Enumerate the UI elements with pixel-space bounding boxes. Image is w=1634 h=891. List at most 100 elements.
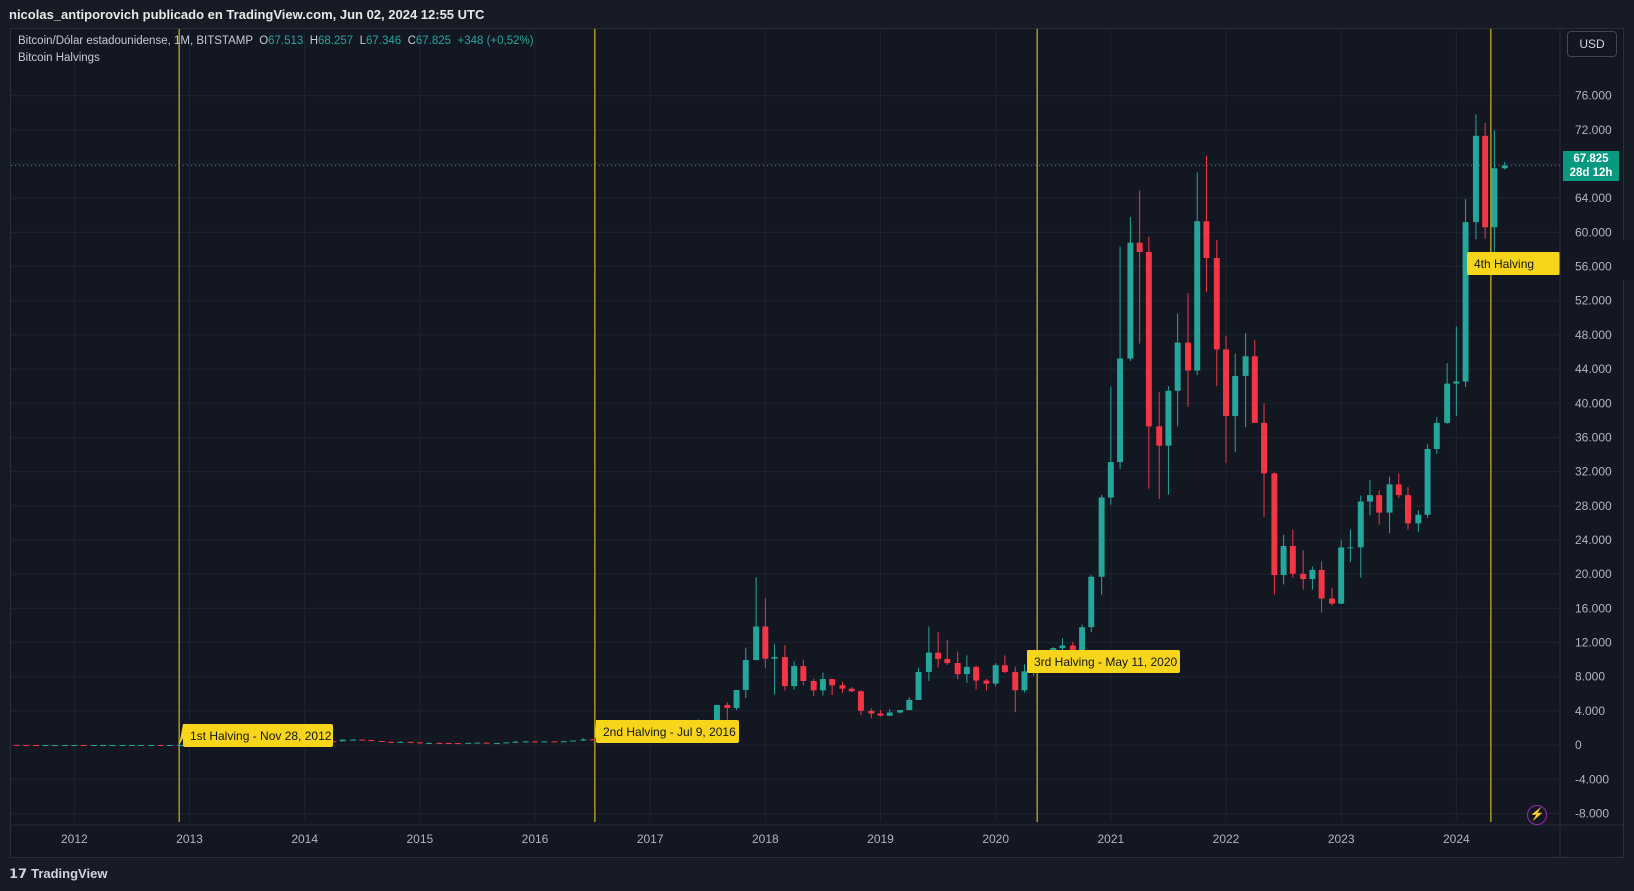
y-tick-label: 76.000 [1575, 89, 1612, 103]
close-value: 67.825 [415, 35, 452, 47]
candle-body [800, 666, 807, 681]
candle-body [1472, 135, 1479, 223]
candle-body [1117, 358, 1124, 463]
candle-body [71, 745, 78, 747]
candle-body [359, 739, 366, 741]
candle-body [33, 745, 40, 747]
candle-body [570, 740, 576, 742]
halving-label: 1st Halving - Nov 28, 2012 [190, 729, 332, 743]
axis-mask [1560, 240, 1634, 280]
chart-frame[interactable] [10, 28, 1624, 858]
candle-body [1444, 383, 1451, 423]
candle-body [1088, 576, 1095, 628]
candle-body [90, 745, 97, 747]
candle-body [454, 743, 461, 745]
candle-body [1185, 342, 1191, 371]
indicator-legend[interactable]: Bitcoin Halvings [18, 52, 100, 64]
candle-body [1079, 627, 1086, 653]
publisher-bar: nicolas_antiporovich publicado en Tradin… [0, 0, 1634, 28]
symbol-legend: Bitcoin/Dólar estadounidense, 1M, BITSTA… [18, 35, 534, 47]
symbol-name: Bitcoin/Dólar estadounidense, 1M, BITSTA… [18, 35, 253, 47]
candle-body [62, 745, 69, 747]
lightning-icon[interactable]: ⚡ [1527, 805, 1547, 825]
candle-body [1203, 221, 1210, 258]
candle-body [897, 710, 904, 713]
candle-body [1251, 356, 1258, 423]
candle-body [1098, 497, 1105, 577]
candle-body [810, 681, 817, 691]
x-tick-label: 2015 [406, 832, 433, 846]
candle-body [1424, 448, 1431, 515]
x-tick-label: 2013 [176, 832, 203, 846]
currency-button[interactable]: USD [1567, 31, 1617, 57]
candle-body [1300, 573, 1307, 580]
candle-body [1145, 252, 1152, 427]
footer-brand[interactable]: 𝟭𝟳 TradingView [9, 866, 107, 882]
candle-body [1280, 545, 1287, 576]
candle-body [1174, 342, 1181, 391]
candle-body [1347, 547, 1354, 549]
last-price-badge: 67.825 28d 12h [1563, 151, 1619, 181]
candle-body [1338, 547, 1345, 604]
candle-body [339, 739, 346, 742]
candle-body [1405, 495, 1411, 524]
halving-label-box [596, 720, 739, 743]
candle-body [935, 652, 942, 659]
candle-body [714, 704, 720, 721]
candle-body [963, 666, 970, 675]
y-tick-label: 8.000 [1575, 670, 1605, 684]
y-tick-label: 48.000 [1575, 328, 1612, 342]
candle-body [733, 689, 740, 709]
candle-body [541, 741, 548, 743]
change-value: +348 (+0,52%) [457, 35, 534, 47]
candle-body [350, 739, 357, 741]
candle-body [1367, 495, 1373, 502]
y-tick-label: 56.000 [1575, 260, 1612, 274]
candle-body [1232, 375, 1239, 417]
x-tick-label: 2012 [61, 832, 88, 846]
candle-body [753, 626, 760, 661]
candle-body [407, 741, 414, 743]
halving-label-box [1467, 252, 1560, 275]
candle-body [426, 742, 433, 744]
x-tick-label: 2022 [1213, 832, 1240, 846]
candle-body [848, 688, 855, 692]
candle-body [474, 742, 481, 744]
halving-label: 2nd Halving - Jul 9, 2016 [603, 725, 736, 739]
x-tick-label: 2014 [291, 832, 318, 846]
y-tick-label: 28.000 [1575, 499, 1612, 513]
candle-body [954, 663, 961, 675]
candle-body [1395, 484, 1402, 496]
candle-body [724, 704, 731, 709]
candle-body [138, 745, 145, 747]
candle-body [1271, 473, 1278, 576]
candle-body [1433, 422, 1440, 449]
candle-body [1127, 242, 1134, 359]
y-tick-label: 72.000 [1575, 123, 1612, 137]
candle-body [100, 745, 107, 747]
candle-body [857, 691, 864, 711]
candle-body [177, 744, 184, 746]
candle-body [1309, 569, 1316, 580]
candle-body [483, 742, 490, 744]
candle-body [1194, 221, 1201, 371]
halving-label-box [1027, 650, 1180, 673]
candle-body [330, 741, 337, 743]
last-price-value: 67.825 [1573, 153, 1609, 165]
y-tick-label: 20.000 [1575, 567, 1612, 581]
candle-body [465, 742, 472, 744]
candle-body [1328, 598, 1335, 604]
open-label: O [259, 35, 269, 47]
candle-body [551, 741, 558, 743]
candle-body [762, 626, 769, 659]
candle-body [915, 671, 922, 700]
candle-body [560, 741, 567, 743]
y-tick-label: 32.000 [1575, 465, 1612, 479]
candle-body [1357, 501, 1364, 548]
bar-countdown: 28d 12h [1569, 167, 1613, 179]
candle-body [1136, 242, 1143, 253]
candle-body [781, 657, 788, 687]
candle-body [436, 742, 443, 744]
candle-body [742, 660, 749, 690]
